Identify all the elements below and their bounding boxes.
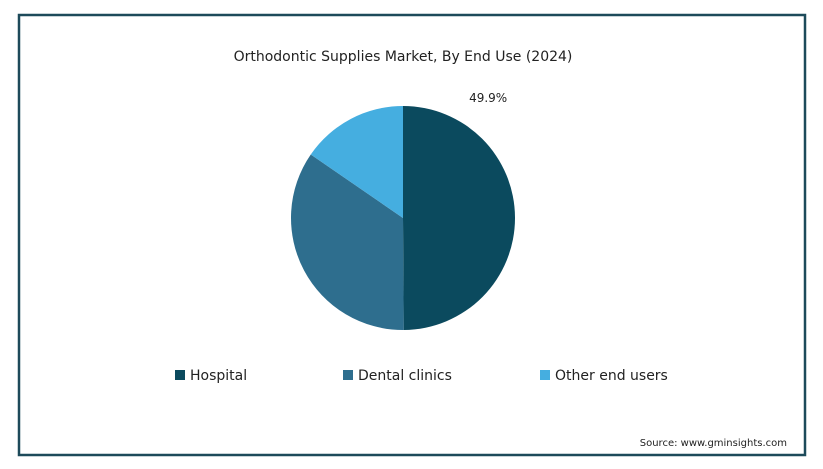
pie-slice bbox=[403, 106, 516, 330]
legend-swatch bbox=[175, 370, 185, 380]
data-label: 49.9% bbox=[469, 91, 507, 105]
pie-slice bbox=[310, 106, 403, 218]
legend-label: Dental clinics bbox=[358, 368, 452, 384]
chart-title: Orthodontic Supplies Market, By End Use … bbox=[234, 49, 573, 65]
pie-slice bbox=[290, 154, 404, 330]
legend-swatch bbox=[343, 370, 353, 380]
source-note: Source: www.gminsights.com bbox=[640, 438, 787, 449]
legend-label: Hospital bbox=[190, 368, 247, 384]
legend-label: Other end users bbox=[555, 368, 668, 384]
legend-swatch bbox=[540, 370, 550, 380]
